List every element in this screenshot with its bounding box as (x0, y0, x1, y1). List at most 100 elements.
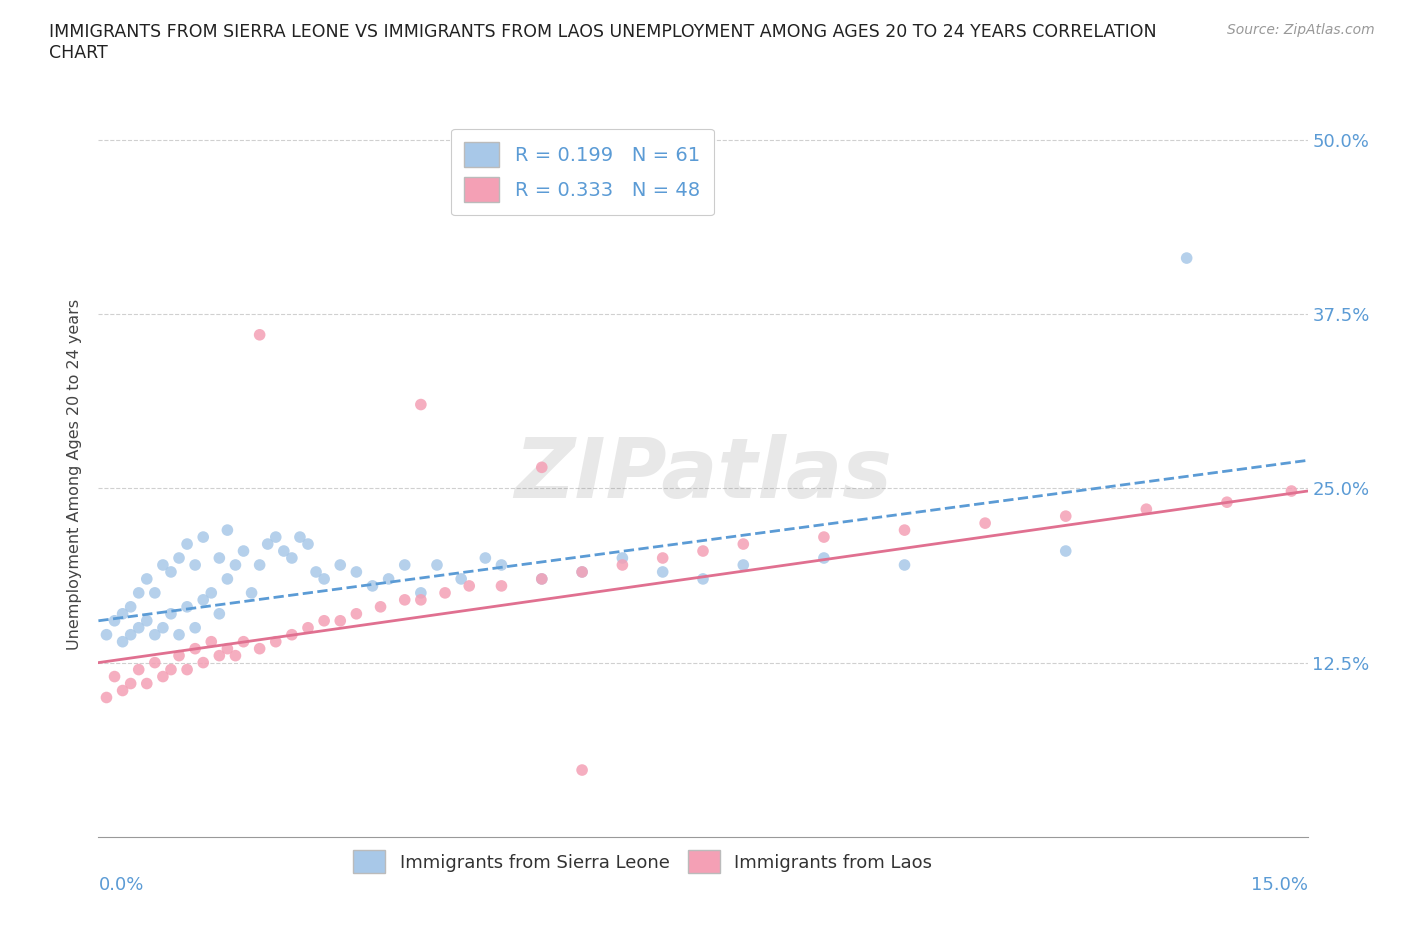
Point (297, 537, 319, 551)
Point (224, 558, 246, 573)
Point (167, 648, 190, 663)
Point (530, 571, 553, 587)
Point (249, 558, 271, 573)
Point (208, 606, 231, 621)
Point (571, 565, 593, 579)
Point (176, 662, 198, 677)
Point (474, 551, 496, 565)
Point (893, 523, 915, 538)
Point (1135, 502, 1157, 517)
Point (571, 763, 593, 777)
Point (1175, 251, 1198, 266)
Point (176, 600, 198, 615)
Point (208, 551, 231, 565)
Point (167, 551, 190, 565)
Y-axis label: Unemployment Among Ages 20 to 24 years: Unemployment Among Ages 20 to 24 years (67, 299, 83, 650)
Point (111, 634, 134, 649)
Point (160, 606, 183, 621)
Point (651, 565, 673, 579)
Point (651, 551, 673, 565)
Point (264, 530, 287, 545)
Point (249, 327, 271, 342)
Point (329, 558, 352, 573)
Point (491, 558, 513, 573)
Point (394, 558, 416, 573)
Point (232, 544, 254, 559)
Point (184, 558, 207, 573)
Point (458, 578, 481, 593)
Point (1216, 495, 1239, 510)
Point (176, 537, 198, 551)
Point (264, 634, 287, 649)
Point (813, 530, 835, 545)
Point (692, 571, 714, 587)
Point (167, 628, 190, 643)
Point (217, 571, 239, 587)
Point (281, 551, 304, 565)
Point (297, 620, 319, 635)
Point (434, 586, 457, 601)
Point (305, 565, 328, 579)
Point (128, 620, 150, 635)
Point (692, 544, 714, 559)
Point (135, 676, 157, 691)
Point (409, 397, 432, 412)
Point (184, 642, 207, 657)
Text: 0.0%: 0.0% (98, 876, 143, 894)
Point (974, 516, 997, 531)
Point (200, 586, 222, 601)
Point (409, 586, 432, 601)
Point (530, 571, 553, 587)
Text: IMMIGRANTS FROM SIERRA LEONE VS IMMIGRANTS FROM LAOS UNEMPLOYMENT AMONG AGES 20 : IMMIGRANTS FROM SIERRA LEONE VS IMMIGRAN… (49, 23, 1157, 62)
Point (193, 530, 215, 545)
Text: Source: ZipAtlas.com: Source: ZipAtlas.com (1227, 23, 1375, 37)
Point (377, 571, 399, 587)
Point (96, 628, 118, 643)
Point (612, 558, 634, 573)
Point (530, 460, 553, 475)
Point (120, 676, 142, 691)
Point (152, 620, 174, 635)
Point (184, 620, 207, 635)
Point (143, 586, 166, 601)
Point (314, 614, 336, 629)
Point (208, 648, 231, 663)
Point (256, 537, 278, 551)
Point (249, 642, 271, 657)
Point (217, 523, 239, 538)
Point (370, 600, 392, 615)
Point (193, 592, 215, 607)
Point (571, 565, 593, 579)
Point (193, 656, 215, 671)
Point (281, 628, 304, 643)
Point (450, 571, 472, 587)
Point (733, 537, 755, 551)
Point (135, 571, 157, 587)
Point (143, 656, 166, 671)
Point (344, 606, 367, 621)
Point (120, 600, 142, 615)
Point (128, 586, 150, 601)
Point (344, 565, 367, 579)
Legend: Immigrants from Sierra Leone, Immigrants from Laos: Immigrants from Sierra Leone, Immigrants… (343, 841, 942, 883)
Point (409, 592, 432, 607)
Point (240, 586, 263, 601)
Point (361, 578, 384, 593)
Point (273, 544, 295, 559)
Point (152, 670, 174, 684)
Point (152, 558, 174, 573)
Point (288, 530, 311, 545)
Point (232, 634, 254, 649)
Point (160, 662, 183, 677)
Point (893, 558, 915, 573)
Point (200, 634, 222, 649)
Point (111, 684, 134, 698)
Point (1281, 484, 1303, 498)
Text: 15.0%: 15.0% (1250, 876, 1308, 894)
Point (103, 670, 125, 684)
Point (612, 551, 634, 565)
Point (491, 578, 513, 593)
Point (813, 551, 835, 565)
Point (1054, 509, 1077, 524)
Point (120, 628, 142, 643)
